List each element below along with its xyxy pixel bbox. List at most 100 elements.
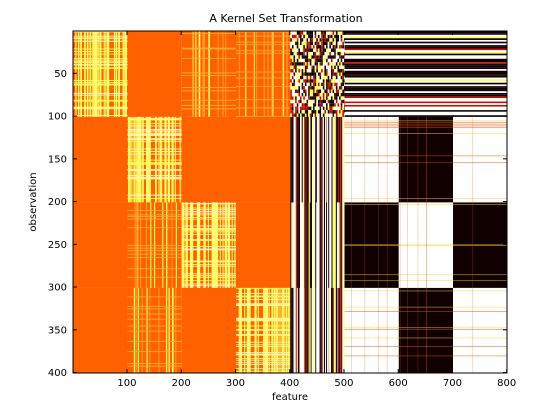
mixed-cell (322, 55, 325, 59)
mixed-cell (313, 99, 315, 104)
horizontal-stripe (344, 91, 507, 93)
mixed-cell (342, 72, 344, 76)
vertical-stripe (315, 116, 317, 203)
mixed-cell (298, 113, 301, 117)
heatmap-cells (73, 31, 507, 373)
mixed-cell (340, 45, 343, 49)
mixed-cell (304, 65, 307, 70)
speckle-stripe (236, 35, 291, 37)
mixed-cell (298, 82, 301, 87)
mixed-cell (308, 86, 310, 90)
mixed-cell (298, 69, 301, 73)
mixed-cell (334, 38, 336, 42)
mixed-cell (322, 113, 325, 117)
mixed-cell (311, 110, 314, 114)
mixed-cell (319, 79, 322, 83)
mixed-cell (304, 69, 307, 73)
noise-stripe (344, 290, 507, 292)
speckle-stripe (181, 228, 237, 229)
mixed-cell (311, 113, 314, 117)
mixed-cell (301, 41, 304, 46)
mixed-cell (327, 58, 330, 63)
mixed-cell (304, 113, 307, 117)
mixed-cell (296, 86, 299, 90)
speckle-stripe (175, 287, 177, 373)
speckle-stripe (103, 31, 105, 117)
horizontal-stripe (344, 50, 507, 52)
mixed-cell (334, 82, 336, 87)
mixed-cell (321, 69, 323, 73)
mixed-cell (317, 110, 320, 114)
mixed-cell (311, 38, 314, 42)
mixed-cell (316, 69, 318, 73)
speckle-stripe (267, 31, 269, 117)
mixed-cell (327, 82, 330, 87)
horizontal-stripe (344, 46, 507, 49)
mixed-cell (330, 72, 333, 76)
vertical-stripe (337, 202, 339, 288)
mixed-cell (321, 99, 323, 104)
mixed-cell (335, 48, 338, 52)
mixed-cell (308, 45, 310, 49)
mixed-cell (342, 99, 344, 104)
mixed-cell (290, 65, 292, 70)
mixed-cell (337, 31, 340, 35)
speckle-stripe (127, 159, 182, 161)
mixed-cell (300, 110, 302, 114)
mixed-cell (321, 41, 323, 46)
horizontal-stripe (344, 92, 507, 95)
mixed-cell (295, 89, 297, 93)
mixed-cell (319, 89, 322, 93)
mixed-cell (309, 45, 312, 49)
speckle-stripe (86, 31, 88, 117)
mixed-cell (317, 82, 320, 87)
x-tick-label: 500 (334, 378, 353, 389)
mixed-cell (304, 48, 307, 52)
mixed-cell (329, 69, 331, 73)
mixed-cell (326, 99, 328, 104)
vertical-stripe (313, 116, 315, 373)
mixed-cell (316, 110, 318, 114)
mixed-cell (339, 51, 341, 56)
mixed-cell (321, 72, 323, 76)
mixed-cell (335, 96, 338, 100)
mixed-cell (290, 110, 292, 114)
mixed-cell (326, 75, 328, 80)
mixed-cell (317, 69, 320, 73)
mixed-cell (298, 99, 301, 104)
mixed-cell (327, 72, 330, 76)
mixed-cell (293, 45, 296, 49)
y-axis-label: observation (28, 172, 39, 231)
mixed-cell (334, 34, 336, 39)
mixed-cell (295, 82, 297, 87)
mixed-cell (311, 96, 314, 100)
mixed-cell (303, 99, 305, 104)
mixed-cell (295, 38, 297, 42)
y-tick-label: 200 (48, 197, 67, 208)
speckle-stripe (236, 303, 291, 305)
vertical-stripe (317, 116, 319, 373)
speckle-stripe (127, 151, 182, 152)
vertical-stripe (291, 202, 293, 288)
speckle-stripe (181, 47, 237, 49)
mixed-cell (330, 65, 333, 70)
mixed-cell (332, 58, 335, 63)
mixed-cell (326, 48, 328, 52)
speckle-stripe (181, 75, 237, 76)
mixed-cell (335, 92, 338, 97)
mixed-cell (324, 38, 327, 42)
vertical-stripe (298, 287, 300, 373)
speckle-stripe (181, 72, 237, 74)
mixed-cell (327, 69, 330, 73)
speckle-stripe (127, 198, 182, 199)
mixed-cell (308, 79, 310, 83)
mixed-cell (300, 86, 302, 90)
speckle-stripe (181, 246, 237, 247)
mixed-cell (308, 58, 310, 63)
mixed-cell (303, 51, 305, 56)
mixed-cell (317, 48, 320, 52)
x-tick-label: 600 (389, 378, 408, 389)
speckle-stripe (96, 31, 98, 117)
speckle-stripe (236, 359, 291, 361)
vertical-stripe (330, 116, 332, 373)
